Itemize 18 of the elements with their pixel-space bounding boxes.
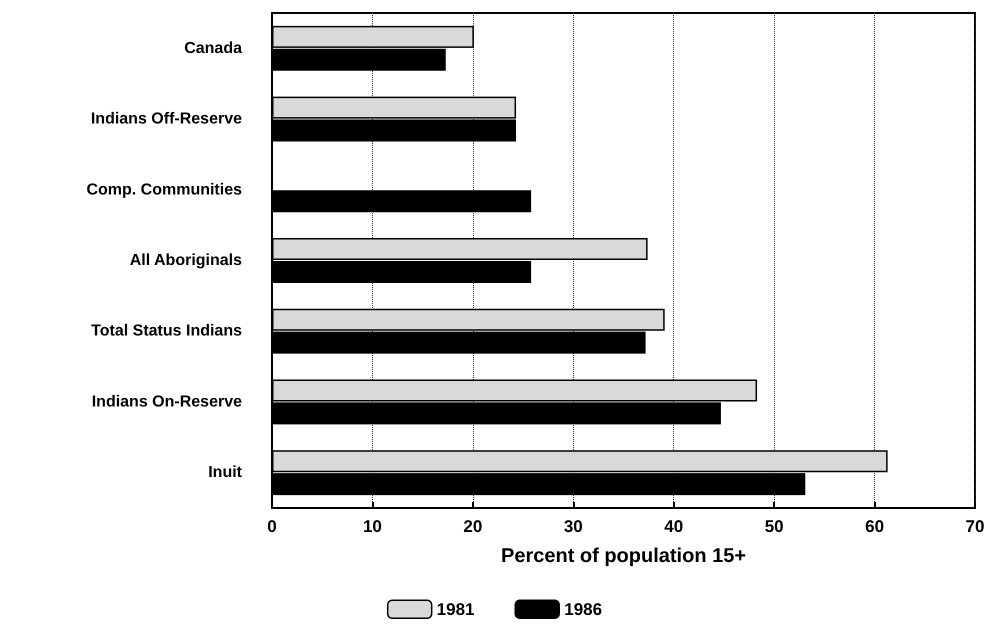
x-tick-label: 20 <box>463 517 482 536</box>
x-tick-label: 0 <box>267 517 277 536</box>
legend-label: 1981 <box>436 600 475 619</box>
y-tick-label: Indians Off-Reserve <box>90 110 242 128</box>
y-tick-label: Inuit <box>208 464 243 482</box>
x-tick-label: 30 <box>564 517 583 536</box>
y-tick-label: Comp. Communities <box>86 181 242 198</box>
y-tick-label: Canada <box>184 40 242 57</box>
x-axis-title: Percent of population 15+ <box>500 545 746 567</box>
y-tick-label: Indians On-Reserve <box>92 393 242 410</box>
legend-label: 1986 <box>564 600 602 619</box>
x-tick-label: 10 <box>362 517 382 536</box>
y-tick-label: All Aboriginals <box>130 252 242 269</box>
y-tick-label: Total Status Indians <box>91 322 242 340</box>
x-tick-label: 40 <box>664 517 684 536</box>
x-tick-label: 60 <box>865 517 884 536</box>
x-tick-label: 70 <box>966 517 984 536</box>
x-tick-label: 50 <box>764 517 784 536</box>
